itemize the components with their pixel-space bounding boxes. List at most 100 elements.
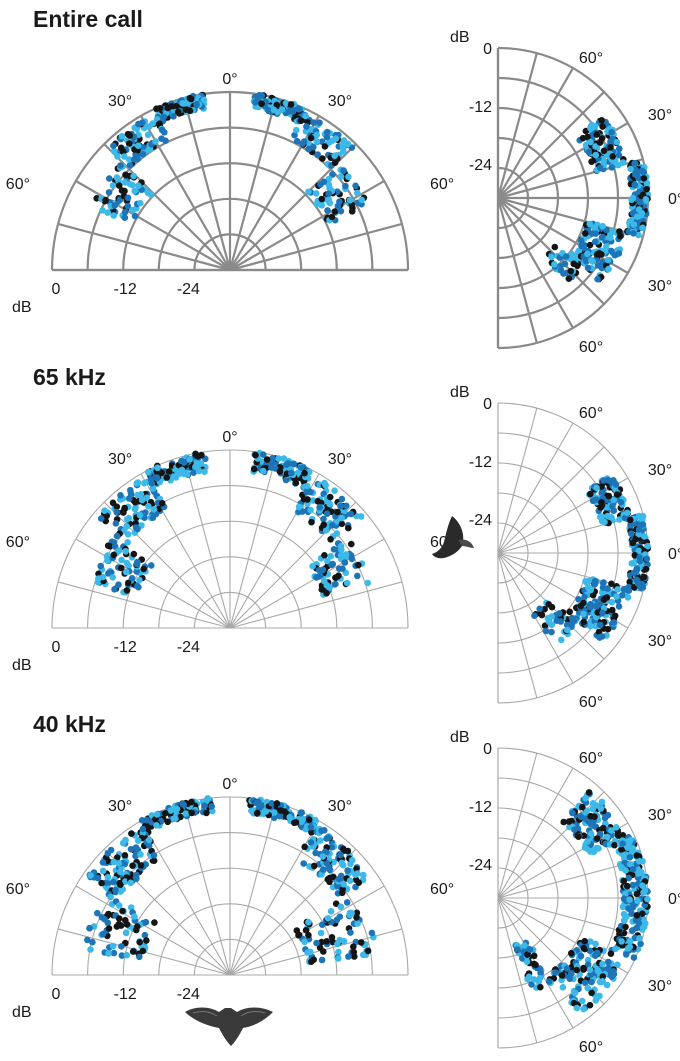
data-point: [113, 508, 120, 516]
data-point: [636, 554, 643, 561]
data-point: [143, 494, 150, 502]
data-point: [329, 521, 336, 529]
data-point: [584, 956, 592, 964]
data-point: [105, 950, 112, 957]
data-point: [301, 938, 308, 946]
data-point: [538, 611, 546, 619]
data-point: [188, 809, 195, 817]
data-point: [628, 196, 635, 203]
data-point: [597, 504, 604, 511]
data-point: [304, 949, 312, 956]
data-point: [326, 493, 334, 501]
data-point: [637, 940, 644, 948]
data-point: [99, 859, 107, 866]
data-point: [596, 634, 603, 641]
data-point: [565, 818, 573, 825]
data-point: [625, 587, 633, 594]
angle-label-60-right: 60°: [430, 176, 454, 193]
grid-spoke: [140, 473, 231, 629]
grid-spoke: [57, 581, 231, 629]
panel-title: Entire call: [33, 6, 143, 32]
data-point: [339, 141, 347, 149]
data-point: [113, 174, 121, 181]
data-point: [339, 889, 346, 897]
data-point: [342, 182, 349, 190]
data-point: [112, 520, 120, 527]
data-point: [195, 467, 203, 475]
data-point: [580, 944, 587, 952]
data-point: [150, 506, 158, 513]
data-point: [305, 145, 312, 153]
grid-spoke: [229, 455, 277, 629]
angle-label-60-left: 60°: [6, 176, 30, 193]
data-point: [122, 568, 130, 576]
data-point: [121, 153, 128, 160]
data-point: [607, 138, 614, 145]
data-point: [639, 521, 647, 528]
data-point: [186, 456, 193, 463]
data-point: [643, 185, 650, 193]
data-point: [172, 815, 179, 822]
data-point: [588, 230, 596, 237]
data-point: [139, 947, 147, 955]
data-point: [570, 999, 578, 1007]
data-point: [270, 106, 278, 114]
data-point: [514, 946, 521, 953]
panel-title: 40 kHz: [33, 711, 106, 737]
data-point: [586, 220, 593, 228]
data-point: [528, 981, 535, 988]
data-point: [592, 151, 600, 159]
data-point: [599, 978, 606, 985]
data-point: [250, 465, 258, 473]
data-point: [310, 119, 318, 126]
radial-unit: dB: [450, 729, 470, 746]
data-point: [186, 107, 194, 115]
data-point: [121, 179, 129, 186]
data-point: [348, 856, 356, 864]
data-point: [573, 966, 581, 974]
data-point: [145, 503, 152, 510]
data-point: [132, 926, 140, 934]
data-point: [320, 178, 328, 186]
data-point: [293, 137, 301, 145]
data-point: [579, 803, 586, 811]
data-point: [609, 606, 616, 614]
data-point: [340, 880, 347, 888]
data-point: [560, 818, 567, 826]
angle-label-30-top: 30°: [648, 107, 672, 124]
data-point: [332, 135, 340, 142]
data-point: [577, 237, 585, 245]
data-point: [346, 196, 354, 204]
data-point: [587, 601, 594, 608]
radial-tick-24: -24: [469, 157, 492, 174]
data-point: [614, 586, 621, 593]
data-point: [323, 835, 330, 842]
data-point: [628, 560, 636, 567]
data-point: [600, 147, 608, 155]
data-point: [129, 181, 136, 189]
data-point: [123, 523, 130, 530]
data-point: [593, 484, 600, 492]
data-point: [312, 816, 319, 824]
data-point: [277, 807, 285, 814]
data-point: [167, 807, 174, 814]
data-point: [318, 938, 325, 946]
data-point: [137, 851, 144, 858]
data-point: [598, 117, 605, 124]
data-point: [201, 802, 208, 809]
data-point: [118, 133, 126, 140]
data-point: [564, 626, 571, 634]
data-point: [593, 835, 601, 842]
data-point: [644, 542, 651, 550]
data-point: [148, 480, 156, 487]
data-point: [142, 918, 150, 926]
data-point: [525, 973, 533, 981]
data-point: [316, 119, 323, 126]
data-point: [323, 128, 331, 136]
data-point: [145, 842, 153, 849]
data-point: [608, 247, 615, 255]
angle-label-60-right: 60°: [430, 881, 454, 898]
data-point: [131, 212, 139, 220]
data-point: [141, 931, 149, 939]
data-point: [609, 503, 616, 510]
